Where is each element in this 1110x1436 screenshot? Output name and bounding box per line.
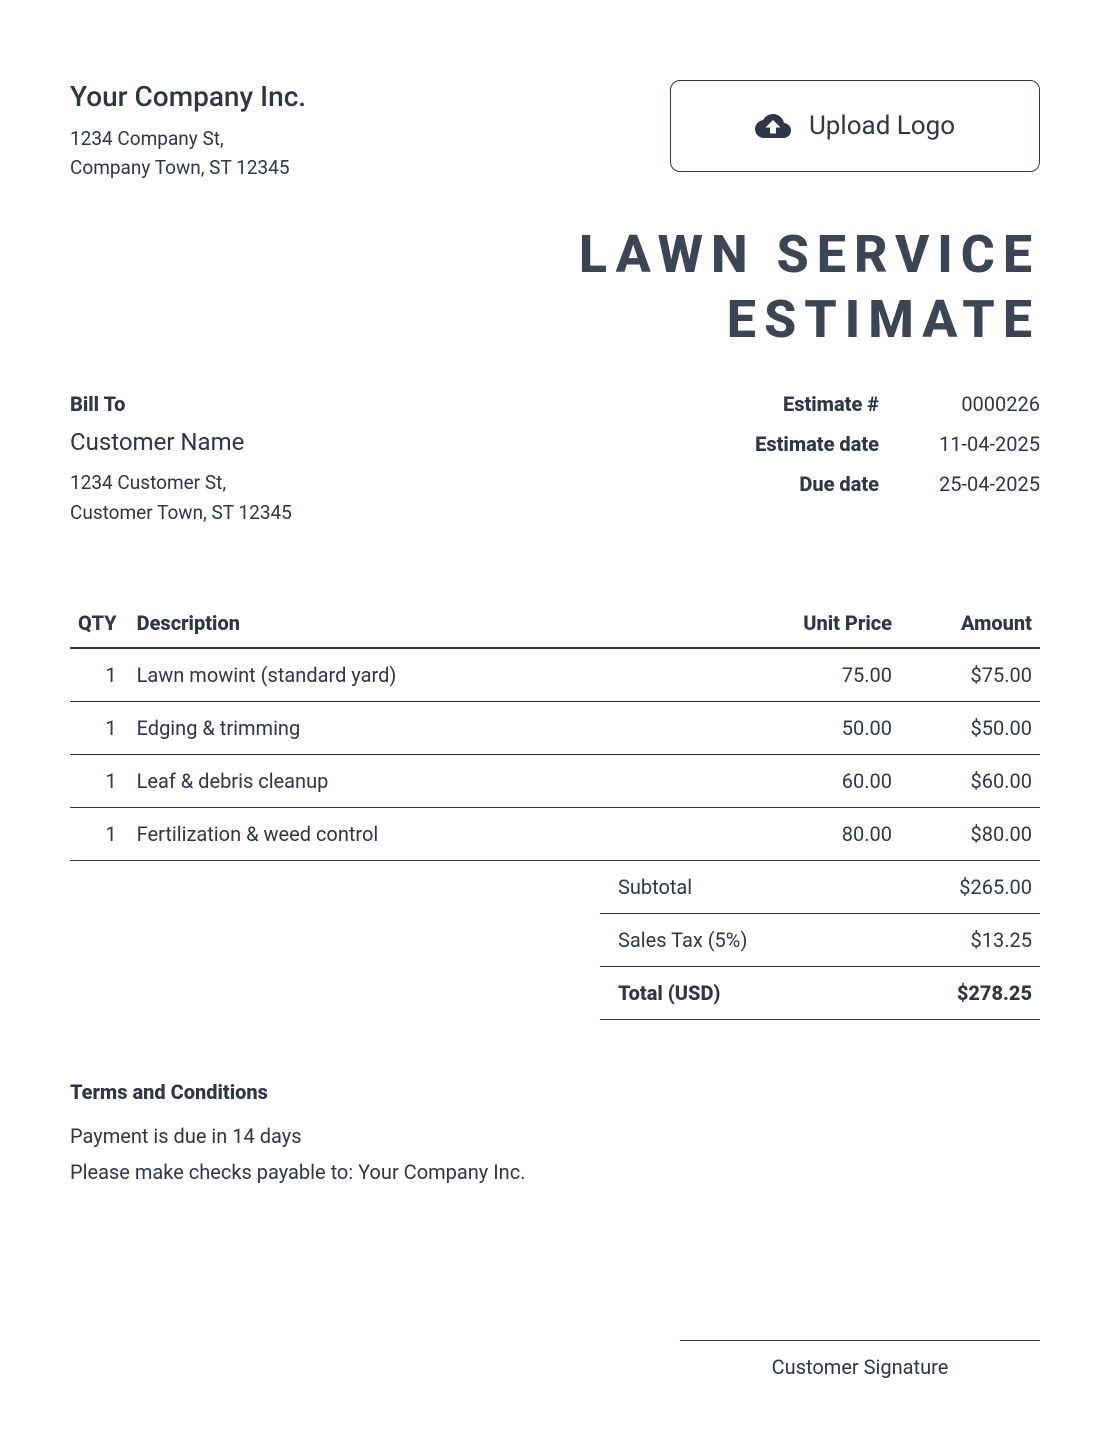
customer-name: Customer Name	[70, 428, 292, 456]
cell-unit-price: 75.00	[720, 648, 900, 702]
header-row: Your Company Inc. 1234 Company St, Compa…	[70, 80, 1040, 182]
company-address-line1: 1234 Company St,	[70, 125, 306, 154]
terms-text: Payment is due in 14 days Please make ch…	[70, 1118, 1040, 1190]
tax-label: Sales Tax (5%)	[618, 928, 747, 952]
terms-line1: Payment is due in 14 days	[70, 1118, 1040, 1154]
signature-block: Customer Signature	[680, 1340, 1040, 1379]
cell-amount: $75.00	[900, 648, 1040, 702]
document-title: LAWN SERVICE ESTIMATE	[70, 222, 1040, 352]
cell-qty: 1	[70, 648, 129, 702]
company-block: Your Company Inc. 1234 Company St, Compa…	[70, 80, 306, 182]
customer-address-line2: Customer Town, ST 12345	[70, 498, 292, 528]
upload-logo-button[interactable]: Upload Logo	[670, 80, 1040, 172]
company-name: Your Company Inc.	[70, 80, 306, 113]
subtotal-label: Subtotal	[618, 875, 692, 899]
info-row: Bill To Customer Name 1234 Customer St, …	[70, 392, 1040, 529]
company-address-line2: Company Town, ST 12345	[70, 154, 306, 183]
upload-logo-label: Upload Logo	[809, 111, 955, 141]
total-row: Total (USD) $278.25	[600, 967, 1040, 1020]
bill-to-block: Bill To Customer Name 1234 Customer St, …	[70, 392, 292, 529]
tax-value: $13.25	[971, 928, 1032, 952]
cell-unit-price: 60.00	[720, 754, 900, 807]
signature-label: Customer Signature	[680, 1340, 1040, 1379]
document-title-line2: ESTIMATE	[70, 287, 1040, 352]
totals-block: Subtotal $265.00 Sales Tax (5%) $13.25 T…	[600, 861, 1040, 1020]
table-header-row: QTY Description Unit Price Amount	[70, 599, 1040, 648]
line-items-table: QTY Description Unit Price Amount 1Lawn …	[70, 599, 1040, 861]
bill-to-label: Bill To	[70, 392, 292, 416]
header-unit-price: Unit Price	[720, 599, 900, 648]
header-description: Description	[129, 599, 720, 648]
cell-amount: $50.00	[900, 701, 1040, 754]
cell-amount: $80.00	[900, 807, 1040, 860]
total-value: $278.25	[957, 981, 1032, 1005]
table-row: 1Edging & trimming50.00$50.00	[70, 701, 1040, 754]
subtotal-value: $265.00	[959, 875, 1032, 899]
header-qty: QTY	[70, 599, 129, 648]
cell-description: Lawn mowint (standard yard)	[129, 648, 720, 702]
cell-unit-price: 50.00	[720, 701, 900, 754]
cell-amount: $60.00	[900, 754, 1040, 807]
due-date-label: Due date	[755, 472, 879, 496]
customer-address-line1: 1234 Customer St,	[70, 468, 292, 498]
cloud-upload-icon	[755, 112, 791, 140]
cell-description: Leaf & debris cleanup	[129, 754, 720, 807]
cell-description: Edging & trimming	[129, 701, 720, 754]
estimate-number-label: Estimate #	[755, 392, 879, 416]
header-amount: Amount	[900, 599, 1040, 648]
document-title-line1: LAWN SERVICE	[70, 222, 1040, 287]
table-row: 1Fertilization & weed control80.00$80.00	[70, 807, 1040, 860]
total-label: Total (USD)	[618, 981, 720, 1005]
tax-row: Sales Tax (5%) $13.25	[600, 914, 1040, 967]
customer-address: 1234 Customer St, Customer Town, ST 1234…	[70, 468, 292, 529]
company-address: 1234 Company St, Company Town, ST 12345	[70, 125, 306, 182]
table-row: 1Leaf & debris cleanup60.00$60.00	[70, 754, 1040, 807]
cell-qty: 1	[70, 807, 129, 860]
estimate-number-value: 0000226	[939, 392, 1040, 416]
estimate-date-value: 11-04-2025	[939, 432, 1040, 456]
cell-unit-price: 80.00	[720, 807, 900, 860]
terms-line2: Please make checks payable to: Your Comp…	[70, 1154, 1040, 1190]
due-date-value: 25-04-2025	[939, 472, 1040, 496]
meta-block: Estimate # 0000226 Estimate date 11-04-2…	[755, 392, 1040, 496]
cell-qty: 1	[70, 754, 129, 807]
table-row: 1Lawn mowint (standard yard)75.00$75.00	[70, 648, 1040, 702]
cell-qty: 1	[70, 701, 129, 754]
terms-block: Terms and Conditions Payment is due in 1…	[70, 1080, 1040, 1190]
cell-description: Fertilization & weed control	[129, 807, 720, 860]
subtotal-row: Subtotal $265.00	[600, 861, 1040, 914]
terms-title: Terms and Conditions	[70, 1080, 1040, 1104]
estimate-date-label: Estimate date	[755, 432, 879, 456]
